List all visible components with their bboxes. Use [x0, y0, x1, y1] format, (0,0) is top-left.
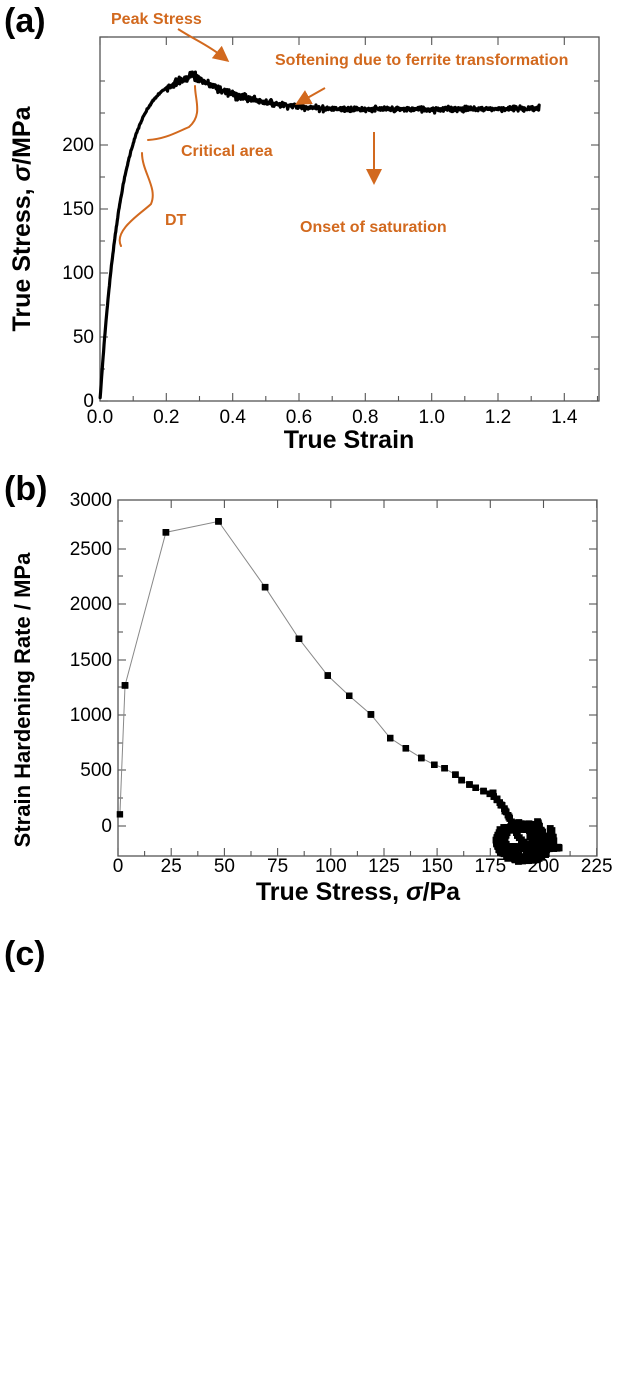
- svg-text:0.8: 0.8: [352, 407, 378, 428]
- svg-text:75: 75: [267, 856, 288, 877]
- svg-text:225: 225: [581, 856, 613, 877]
- svg-text:0.6: 0.6: [286, 407, 312, 428]
- svg-text:200: 200: [62, 135, 94, 156]
- svg-text:150: 150: [421, 856, 453, 877]
- svg-text:500: 500: [80, 760, 112, 781]
- svg-text:50: 50: [73, 327, 94, 348]
- svg-text:50: 50: [214, 856, 235, 877]
- svg-text:2000: 2000: [70, 594, 112, 615]
- svg-text:1500: 1500: [70, 650, 112, 671]
- svg-text:(c): (c): [4, 935, 46, 973]
- svg-text:DT: DT: [165, 212, 187, 229]
- svg-text:100: 100: [62, 263, 94, 284]
- svg-text:150: 150: [62, 199, 94, 220]
- svg-text:1.4: 1.4: [551, 407, 578, 428]
- svg-text:1.2: 1.2: [485, 407, 511, 428]
- svg-text:0.2: 0.2: [153, 407, 179, 428]
- svg-text:100: 100: [315, 856, 347, 877]
- svg-text:(a): (a): [4, 2, 46, 40]
- svg-text:0.0: 0.0: [87, 407, 113, 428]
- svg-text:125: 125: [368, 856, 400, 877]
- svg-text:1.0: 1.0: [418, 407, 444, 428]
- svg-text:25: 25: [161, 856, 182, 877]
- svg-text:175: 175: [474, 856, 506, 877]
- svg-text:0: 0: [113, 856, 124, 877]
- svg-text:Strain Hardening Rate / MPa: Strain Hardening Rate / MPa: [10, 552, 35, 847]
- svg-text:(b): (b): [4, 470, 47, 508]
- svg-text:3000: 3000: [70, 490, 112, 511]
- svg-text:Critical area: Critical area: [181, 143, 273, 160]
- svg-text:True Stress, σ/MPa: True Stress, σ/MPa: [8, 105, 36, 331]
- svg-text:True Strain: True Strain: [284, 426, 415, 454]
- svg-text:1000: 1000: [70, 705, 112, 726]
- svg-text:True Stress, σ/Pa: True Stress, σ/Pa: [256, 878, 461, 906]
- svg-text:0: 0: [101, 816, 112, 837]
- svg-text:2500: 2500: [70, 539, 112, 560]
- svg-text:0.4: 0.4: [219, 407, 246, 428]
- svg-text:Softening due to ferrite trans: Softening due to ferrite transformation: [275, 52, 568, 69]
- svg-text:Peak Stress: Peak Stress: [111, 11, 202, 28]
- svg-text:Onset of saturation: Onset of saturation: [300, 219, 447, 236]
